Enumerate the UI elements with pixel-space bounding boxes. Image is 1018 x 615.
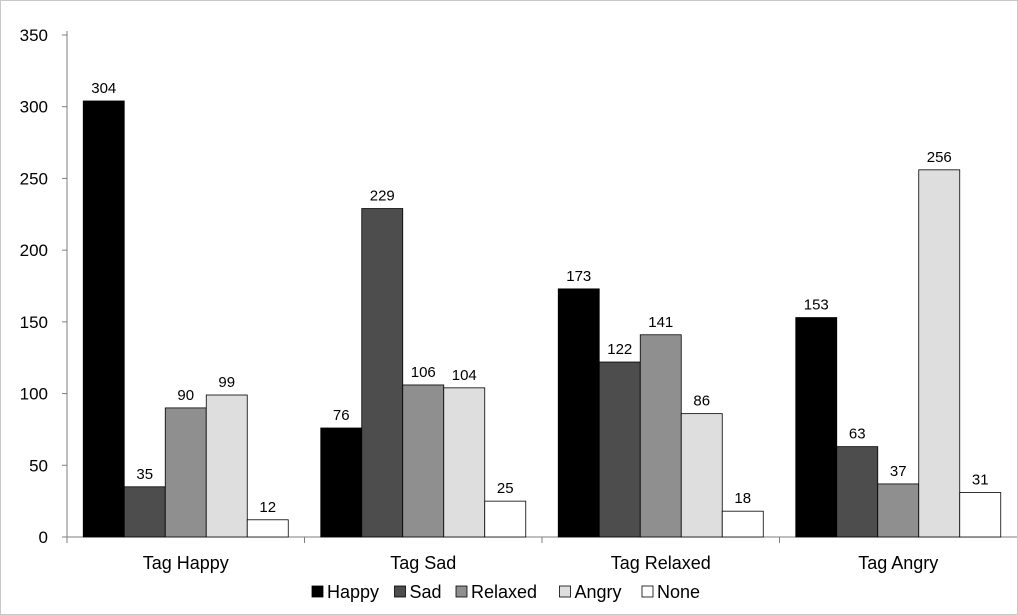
data-label: 31 <box>972 472 989 489</box>
data-label: 141 <box>648 314 673 331</box>
category-label: Tag Relaxed <box>611 553 711 573</box>
legend-swatch-sad <box>394 585 406 598</box>
bar-none <box>484 500 527 538</box>
data-label: 25 <box>497 480 514 497</box>
bar-relaxed <box>164 407 207 538</box>
bar-sad <box>836 446 879 538</box>
bar-none <box>959 492 1002 538</box>
bar-none <box>246 519 289 538</box>
data-label: 63 <box>849 426 866 443</box>
category-label: Tag Happy <box>143 553 229 573</box>
bar-angry <box>205 394 248 538</box>
data-label: 104 <box>452 367 477 384</box>
data-label: 229 <box>370 188 395 205</box>
legend-label-none: None <box>657 582 700 602</box>
legend-swatch-relaxed <box>455 585 468 598</box>
category-label: Tag Angry <box>858 553 938 573</box>
legend-label-angry: Angry <box>575 582 622 602</box>
y-tick-label: 0 <box>39 528 48 547</box>
legend-label-sad: Sad <box>410 582 442 602</box>
legend-swatch-happy <box>311 585 324 598</box>
bar-relaxed <box>639 334 682 538</box>
y-tick-label: 100 <box>20 385 48 404</box>
bar-angry <box>443 387 486 538</box>
bar-none <box>721 510 764 538</box>
data-label: 35 <box>136 466 153 483</box>
data-label: 90 <box>177 387 194 404</box>
data-label: 76 <box>333 407 350 424</box>
y-tick-label: 200 <box>20 241 48 260</box>
legend-label-happy: Happy <box>327 582 379 602</box>
y-tick-label: 300 <box>20 98 48 117</box>
bar-relaxed <box>877 483 920 538</box>
data-label: 153 <box>804 297 829 314</box>
data-label: 18 <box>734 490 751 507</box>
y-tick-label: 50 <box>29 456 48 475</box>
data-label: 106 <box>411 364 436 381</box>
data-label: 99 <box>218 374 235 391</box>
data-label: 37 <box>890 463 907 480</box>
bar-sad <box>361 208 404 538</box>
data-label: 173 <box>566 268 591 285</box>
bar-happy <box>82 100 125 538</box>
legend-label-relaxed: Relaxed <box>471 582 537 602</box>
data-label: 12 <box>259 499 276 516</box>
y-tick-label: 150 <box>20 313 48 332</box>
y-tick-label: 250 <box>20 169 48 188</box>
bar-sad <box>123 486 166 538</box>
category-label: Tag Sad <box>390 553 456 573</box>
bar-sad <box>598 361 641 538</box>
data-label: 86 <box>693 393 710 410</box>
bar-angry <box>680 413 723 538</box>
bar-relaxed <box>402 384 445 538</box>
data-label: 256 <box>927 149 952 166</box>
bar-happy <box>557 288 600 538</box>
legend-swatch-angry <box>559 585 571 598</box>
bar-happy <box>795 317 838 538</box>
y-tick-label: 350 <box>20 26 48 45</box>
bar-happy <box>320 427 363 538</box>
legend-swatch-none <box>641 585 654 598</box>
data-label: 304 <box>91 80 116 97</box>
data-label: 122 <box>607 341 632 358</box>
bar-angry <box>918 169 961 538</box>
